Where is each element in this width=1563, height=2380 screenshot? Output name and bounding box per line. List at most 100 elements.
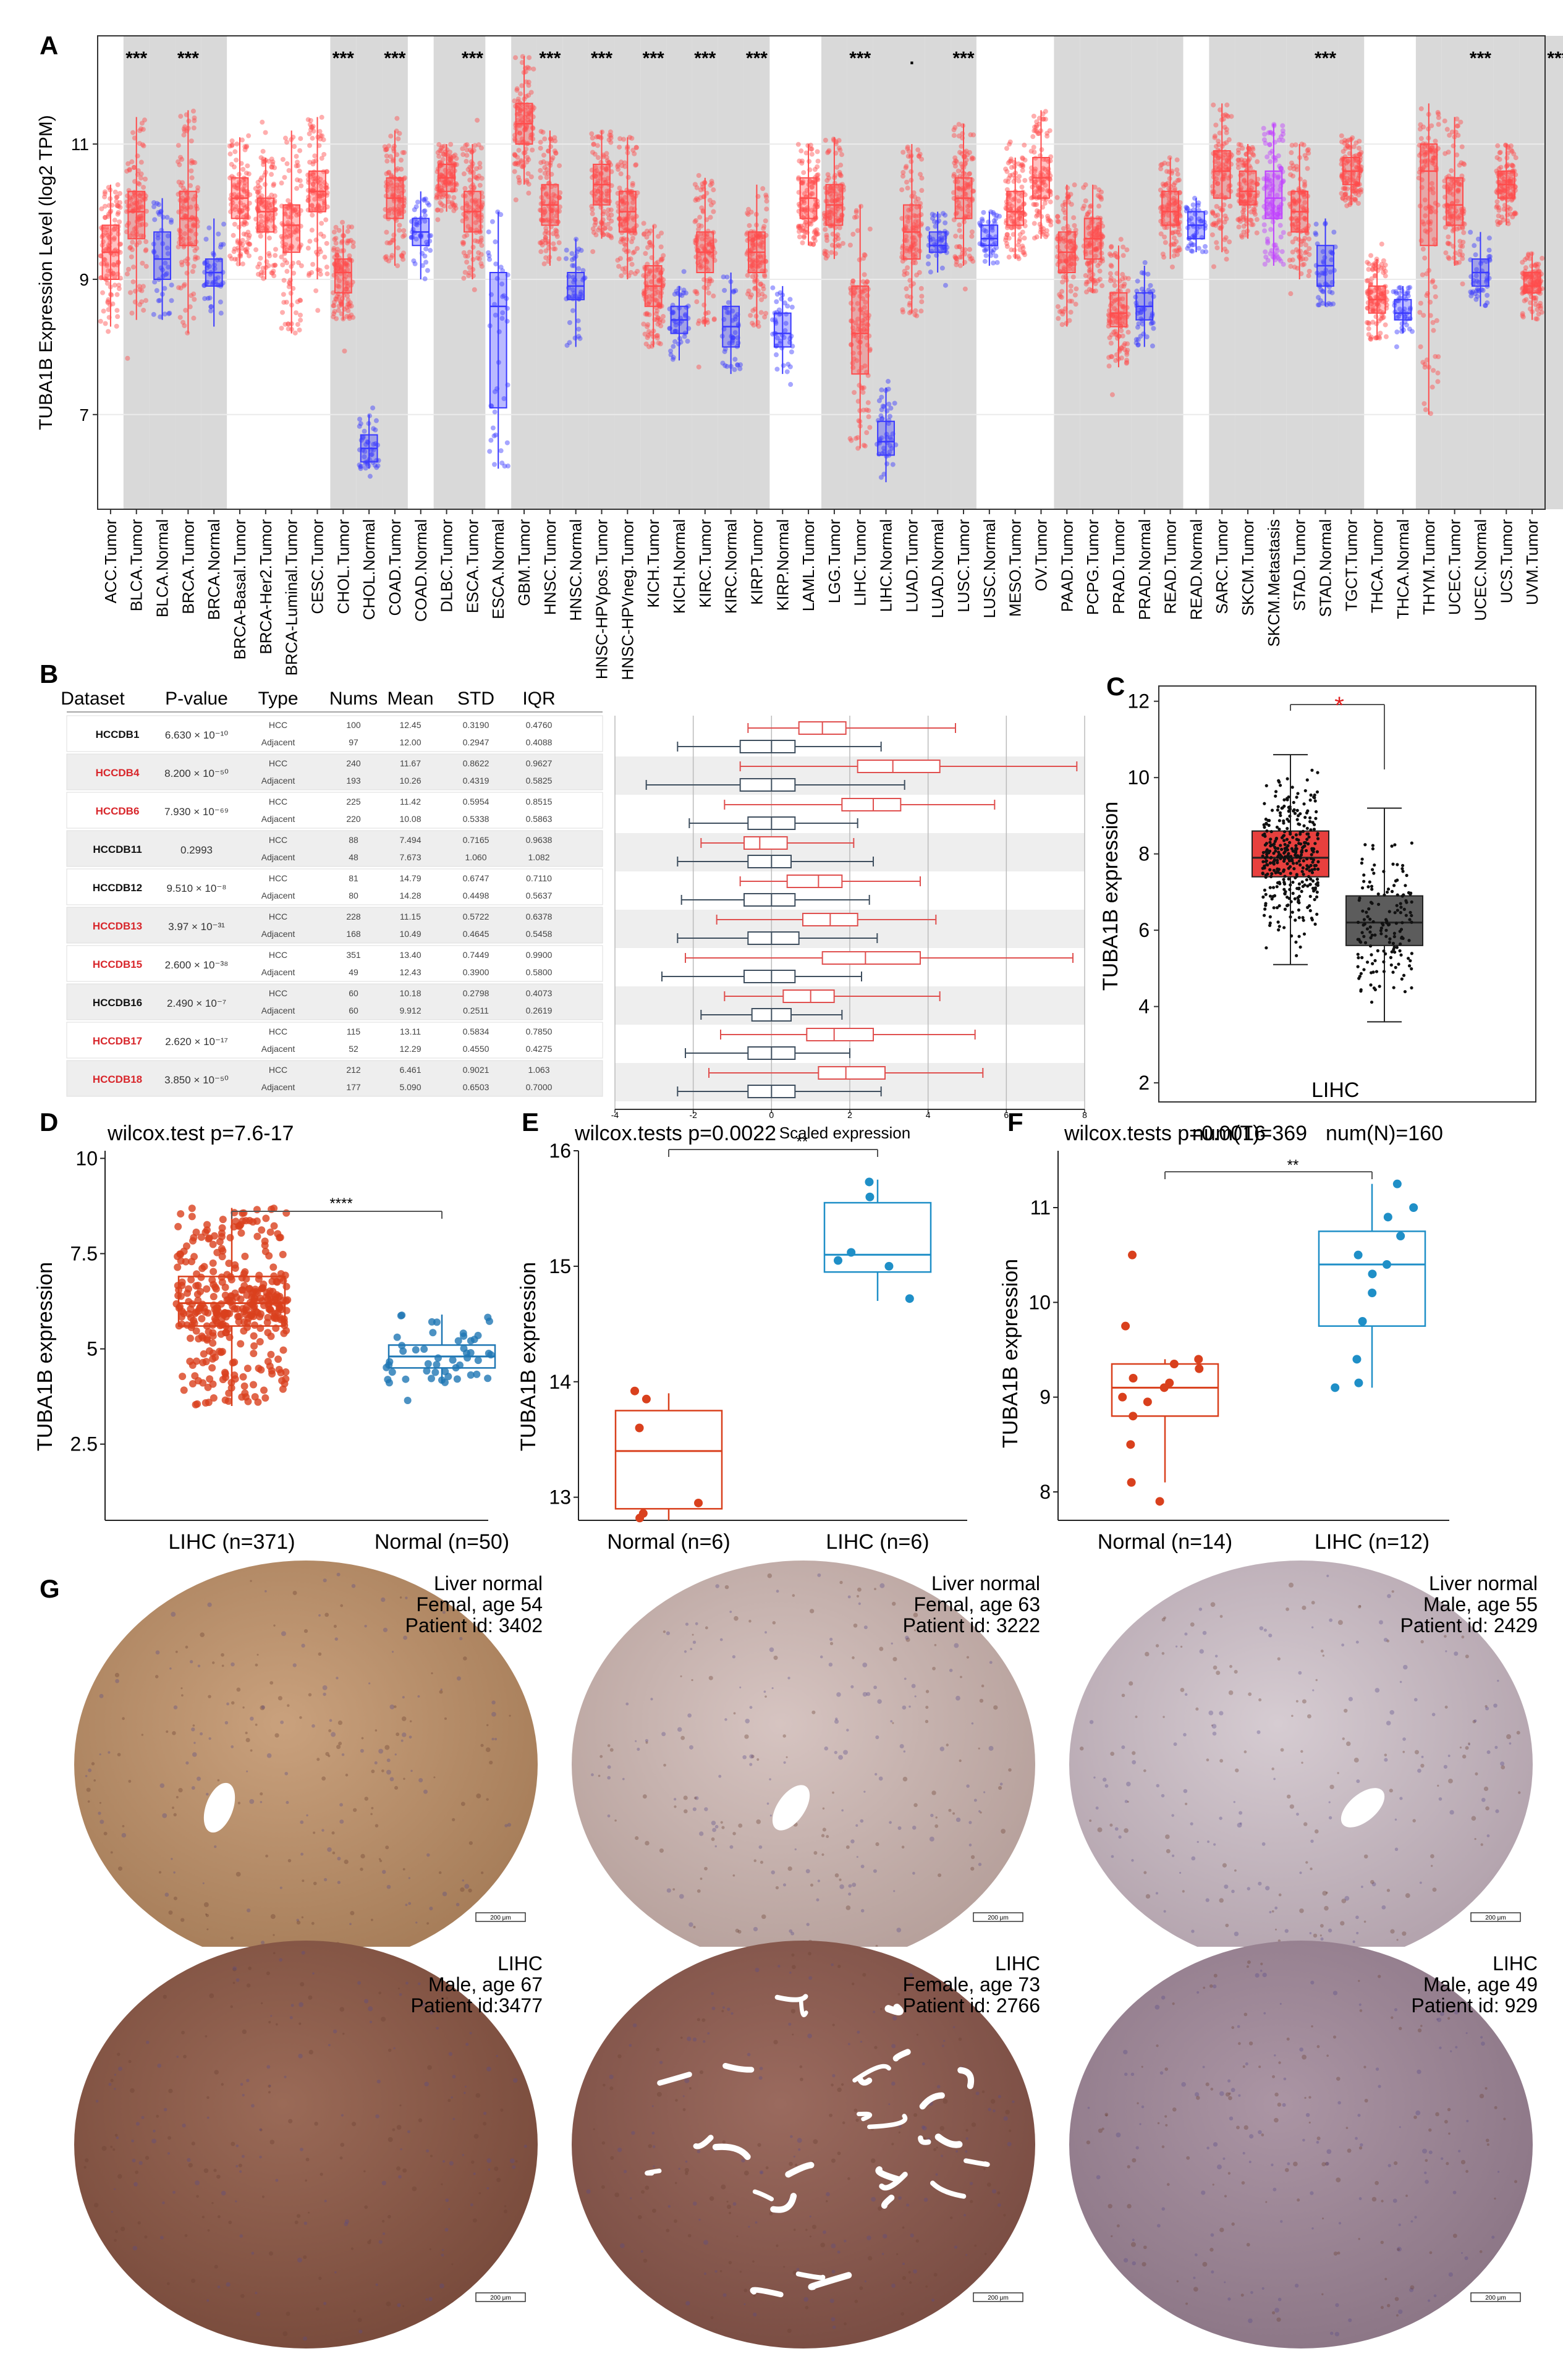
data-point: [1112, 250, 1118, 256]
data-point: [750, 308, 756, 313]
data-point: [180, 180, 185, 185]
data-point: [309, 227, 315, 233]
data-point: [320, 133, 325, 138]
data-point: [373, 418, 379, 423]
data-point: [114, 194, 120, 200]
box: [127, 190, 146, 240]
data-point: [722, 363, 728, 368]
data-point: [645, 245, 651, 250]
data-point: [188, 228, 194, 234]
data-point: [625, 174, 631, 180]
data-point: [413, 204, 419, 210]
data-point: [347, 253, 352, 258]
data-point: [130, 194, 136, 200]
data-point: [299, 183, 304, 188]
shade-band: [1493, 36, 1520, 509]
data-point: [1169, 265, 1175, 270]
data-point: [1302, 250, 1308, 256]
box: [1213, 150, 1231, 199]
data-point: [156, 210, 161, 215]
data-point: [179, 156, 185, 162]
data-point: [436, 142, 442, 147]
data-point: [700, 181, 705, 187]
data-point: [1268, 227, 1274, 232]
shade-band: [821, 36, 847, 509]
data-point: [130, 279, 136, 284]
data-point: [1196, 245, 1201, 251]
data-point: [1222, 213, 1228, 219]
data-point: [622, 269, 628, 275]
data-point: [900, 150, 906, 155]
data-point: [319, 205, 324, 211]
data-point: [272, 165, 277, 171]
data-point: [1117, 349, 1122, 354]
data-point: [1133, 337, 1139, 342]
data-point: [850, 232, 856, 237]
data-point: [260, 265, 266, 271]
data-point: [770, 285, 776, 290]
data-point: [308, 127, 313, 132]
data-point: [188, 293, 194, 299]
data-point: [472, 287, 477, 292]
data-point: [137, 141, 142, 146]
data-point: [1097, 268, 1103, 274]
data-point: [909, 159, 914, 164]
data-point: [139, 288, 145, 294]
data-point: [980, 216, 985, 222]
data-point: [1248, 150, 1253, 155]
data-point: [103, 247, 109, 252]
data-point: [141, 185, 146, 190]
data-point: [311, 185, 316, 191]
data-point: [516, 148, 522, 153]
data-point: [837, 225, 842, 231]
data-point: [493, 239, 498, 245]
data-point: [260, 198, 265, 204]
data-point: [335, 266, 341, 271]
data-point: [745, 210, 750, 216]
data-point: [982, 258, 988, 264]
data-point: [321, 151, 327, 157]
data-point: [400, 150, 405, 155]
data-point: [269, 270, 274, 276]
data-point: [926, 261, 931, 266]
data-point: [942, 282, 948, 288]
data-point: [493, 261, 499, 267]
data-point: [1227, 203, 1233, 209]
data-point: [460, 241, 466, 247]
data-point: [142, 176, 148, 182]
data-point: [1108, 354, 1114, 359]
data-point: [231, 249, 237, 255]
data-point: [1056, 219, 1061, 224]
data-point: [1017, 174, 1022, 179]
data-point: [344, 314, 350, 320]
data-point: [475, 176, 480, 181]
data-point: [1083, 182, 1088, 188]
data-point: [477, 164, 483, 170]
data-point: [909, 169, 914, 174]
data-point: [125, 266, 131, 272]
box: [489, 272, 507, 409]
data-point: [286, 321, 291, 327]
data-point: [1054, 195, 1060, 200]
data-point: [102, 214, 108, 220]
data-point: [1328, 302, 1334, 307]
data-point: [701, 316, 707, 321]
data-point: [104, 224, 109, 230]
data-point: [156, 201, 161, 207]
data-point: [847, 242, 853, 248]
data-point: [1108, 275, 1114, 281]
data-point: [334, 262, 339, 268]
data-point: [305, 245, 311, 251]
data-point: [1329, 290, 1335, 295]
data-point: [1290, 173, 1296, 179]
data-point: [1235, 217, 1241, 222]
data-point: [137, 217, 142, 222]
data-point: [129, 201, 135, 207]
data-point: [106, 307, 111, 312]
data-point: [1210, 210, 1216, 216]
data-point: [117, 200, 123, 205]
data-point: [317, 193, 323, 199]
data-point: [169, 219, 174, 225]
data-point: [1226, 137, 1232, 143]
data-point: [1022, 177, 1028, 183]
